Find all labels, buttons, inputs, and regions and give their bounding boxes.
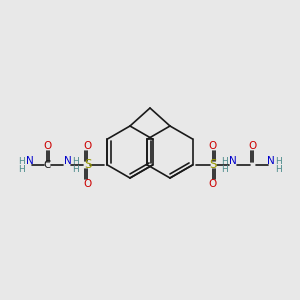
Text: O: O	[248, 141, 256, 151]
Text: N: N	[229, 156, 236, 166]
Text: N: N	[267, 156, 274, 166]
Text: H: H	[221, 157, 228, 166]
Text: O: O	[44, 141, 52, 151]
Text: O: O	[83, 179, 92, 189]
Text: H: H	[221, 166, 228, 175]
Text: O: O	[83, 141, 92, 151]
Text: S: S	[209, 158, 216, 172]
Text: S: S	[84, 158, 91, 172]
Text: H: H	[275, 157, 282, 166]
Text: N: N	[64, 156, 71, 166]
Text: H: H	[72, 166, 79, 175]
Text: H: H	[18, 166, 25, 175]
Text: H: H	[18, 157, 25, 166]
Text: H: H	[72, 157, 79, 166]
Text: O: O	[208, 141, 217, 151]
Text: N: N	[26, 156, 33, 166]
Text: O: O	[208, 179, 217, 189]
Text: C: C	[44, 160, 51, 170]
Text: H: H	[275, 166, 282, 175]
